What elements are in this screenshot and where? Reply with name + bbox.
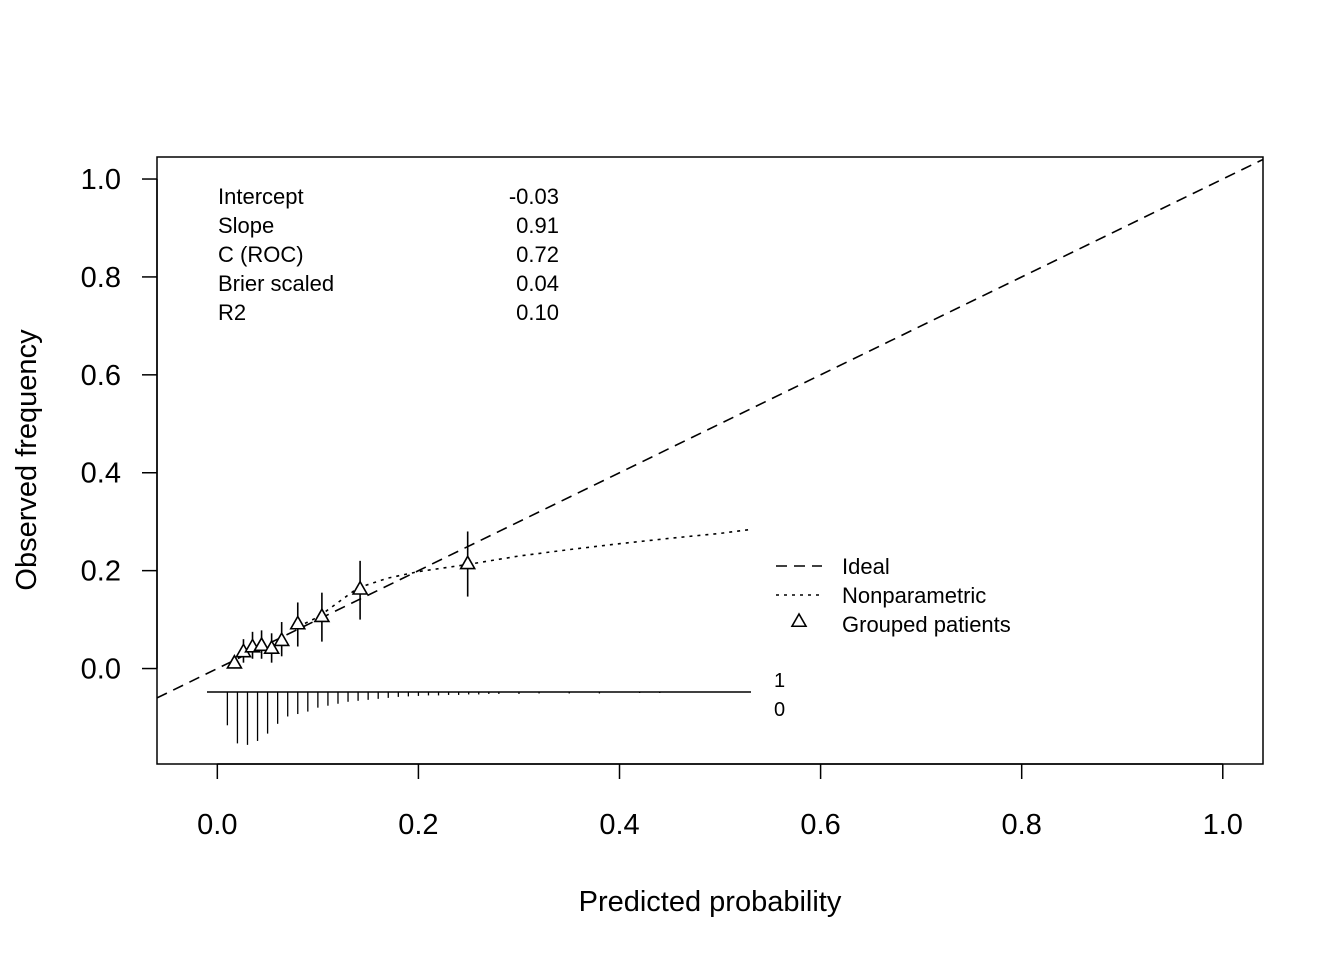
- triangle-marker: [289, 614, 307, 630]
- triangle-marker: [313, 607, 331, 623]
- legend-item: Ideal: [776, 554, 890, 579]
- y-tick-label: 0.6: [81, 360, 121, 392]
- y-tick-label: 0.4: [81, 458, 121, 490]
- legend-label: Grouped patients: [842, 612, 1011, 637]
- stats-table: Intercept -0.03 Slope 0.91 C (ROC) 0.72 Brier …: [218, 184, 559, 325]
- grouped-patient-point: [289, 602, 307, 647]
- stats-label: R2: [218, 300, 246, 325]
- stats-value: 0.91: [516, 213, 559, 238]
- stats-value: 0.04: [516, 271, 559, 296]
- legend: Ideal Nonparametric Grouped patients: [776, 554, 1011, 637]
- ideal-line: [157, 158, 1263, 699]
- grouped-patient-point: [313, 592, 331, 642]
- legend-label: Nonparametric: [842, 583, 986, 608]
- grouped-patient-point: [226, 654, 243, 669]
- x-tick-label: 0.8: [1002, 809, 1042, 841]
- triangle-marker: [253, 636, 270, 652]
- x-tick-label: 0.0: [197, 809, 237, 841]
- stats-label: Intercept: [218, 184, 304, 209]
- y-axis-label: Observed frequency: [11, 329, 43, 591]
- legend-swatch-triangle: [790, 612, 808, 628]
- stats-label: Brier scaled: [218, 271, 334, 296]
- grouped-patient-point: [273, 622, 291, 657]
- stats-value: -0.03: [509, 184, 559, 209]
- grouped-patient-point: [351, 560, 369, 620]
- triangle-marker: [459, 554, 477, 570]
- x-axis: 0.0 0.2 0.4 0.6 0.8 1.0: [197, 763, 1243, 841]
- stats-label: Slope: [218, 213, 274, 238]
- triangle-marker: [351, 580, 369, 595]
- stats-label: C (ROC): [218, 242, 304, 267]
- triangle-marker: [273, 631, 291, 647]
- y-tick-label: 0.8: [81, 262, 121, 294]
- x-tick-label: 0.2: [398, 809, 438, 841]
- triangle-marker: [263, 639, 281, 655]
- x-axis-label: Predicted probability: [579, 886, 842, 918]
- legend-label: Ideal: [842, 554, 890, 579]
- grouped-patient-point: [253, 630, 270, 659]
- triangle-marker: [226, 654, 243, 669]
- x-tick-label: 0.6: [800, 809, 840, 841]
- y-axis: 0.0 0.2 0.4 0.6 0.8 1.0: [81, 164, 158, 686]
- stats-value: 0.10: [516, 300, 559, 325]
- legend-item: Grouped patients: [790, 612, 1011, 637]
- y-tick-label: 0.0: [81, 654, 121, 686]
- rug-label-events: 1: [774, 670, 785, 692]
- x-tick-label: 0.4: [599, 809, 639, 841]
- legend-item: Nonparametric: [776, 583, 986, 608]
- rug-label-nonevents: 0: [774, 699, 785, 721]
- y-tick-label: 0.2: [81, 556, 121, 588]
- y-tick-label: 1.0: [81, 164, 121, 196]
- series-group: [157, 158, 1263, 699]
- rug-distribution: 10: [207, 670, 785, 745]
- grouped-patient-point: [459, 531, 477, 597]
- x-tick-label: 1.0: [1203, 809, 1243, 841]
- nonparametric-line: [297, 528, 751, 628]
- stats-value: 0.72: [516, 242, 559, 267]
- plot-area-frame: [156, 156, 1264, 765]
- grouped-patient-point: [263, 633, 281, 663]
